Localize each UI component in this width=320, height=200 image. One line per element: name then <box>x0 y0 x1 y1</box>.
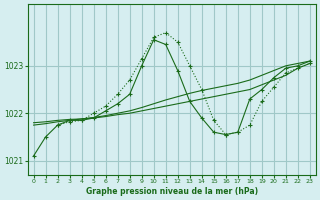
X-axis label: Graphe pression niveau de la mer (hPa): Graphe pression niveau de la mer (hPa) <box>86 187 258 196</box>
